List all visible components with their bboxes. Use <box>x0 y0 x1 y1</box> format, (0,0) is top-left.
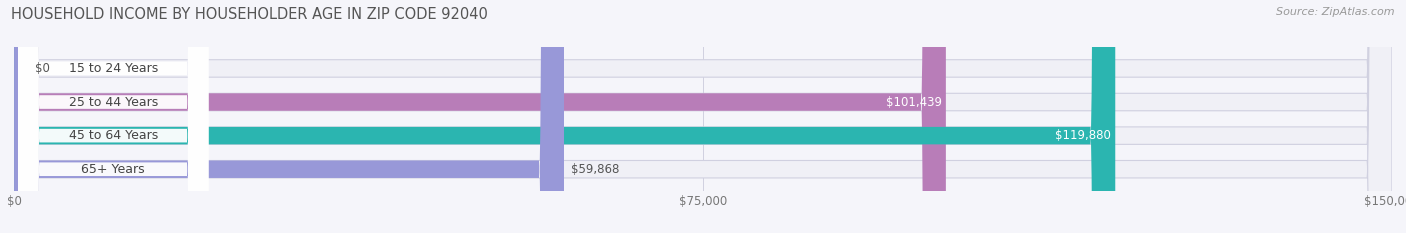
Text: 65+ Years: 65+ Years <box>82 163 145 176</box>
Text: $101,439: $101,439 <box>886 96 942 109</box>
FancyBboxPatch shape <box>14 0 564 233</box>
Text: $119,880: $119,880 <box>1056 129 1111 142</box>
FancyBboxPatch shape <box>14 0 1392 233</box>
FancyBboxPatch shape <box>14 0 1392 233</box>
Text: $59,868: $59,868 <box>571 163 619 176</box>
FancyBboxPatch shape <box>18 0 208 233</box>
FancyBboxPatch shape <box>18 0 208 233</box>
Text: HOUSEHOLD INCOME BY HOUSEHOLDER AGE IN ZIP CODE 92040: HOUSEHOLD INCOME BY HOUSEHOLDER AGE IN Z… <box>11 7 488 22</box>
FancyBboxPatch shape <box>14 0 1392 233</box>
Text: 25 to 44 Years: 25 to 44 Years <box>69 96 157 109</box>
Text: 15 to 24 Years: 15 to 24 Years <box>69 62 157 75</box>
FancyBboxPatch shape <box>14 0 1115 233</box>
FancyBboxPatch shape <box>14 0 1392 233</box>
FancyBboxPatch shape <box>18 0 208 233</box>
Text: 45 to 64 Years: 45 to 64 Years <box>69 129 157 142</box>
Text: Source: ZipAtlas.com: Source: ZipAtlas.com <box>1277 7 1395 17</box>
Text: $0: $0 <box>35 62 49 75</box>
FancyBboxPatch shape <box>14 0 946 233</box>
FancyBboxPatch shape <box>18 0 208 233</box>
